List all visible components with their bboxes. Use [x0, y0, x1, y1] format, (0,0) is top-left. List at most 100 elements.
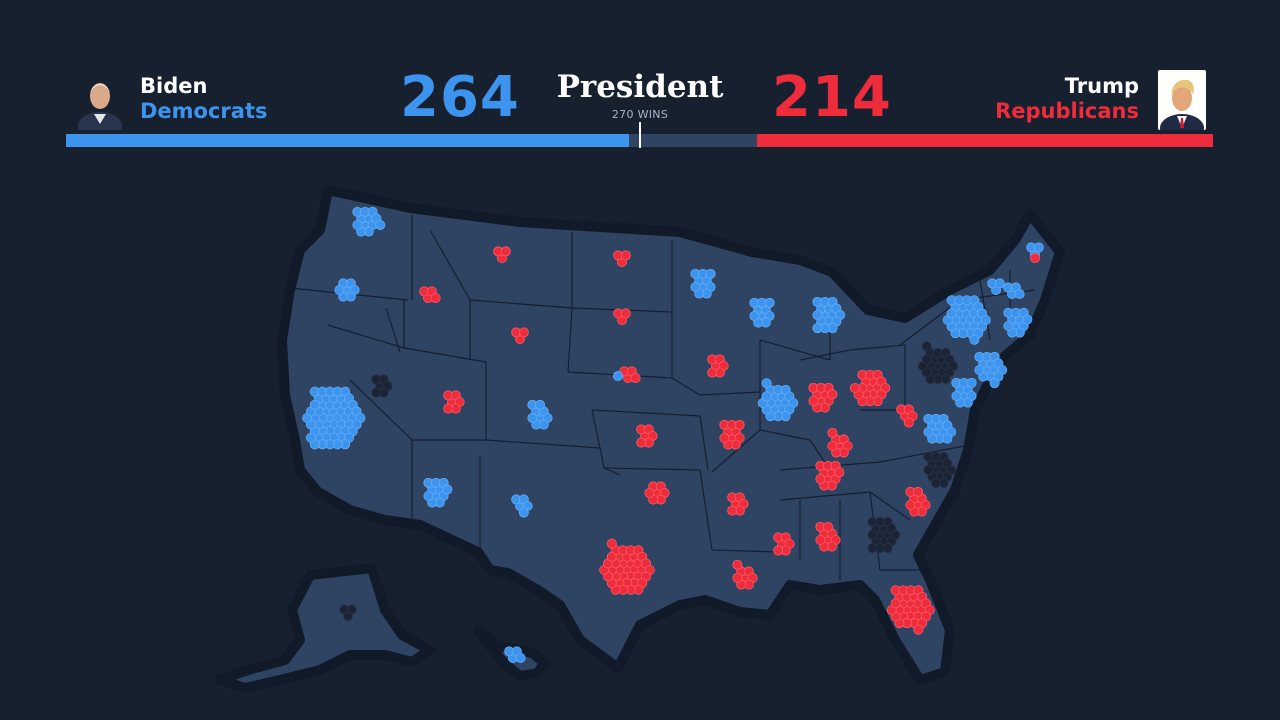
- state-cluster-al[interactable]: [815, 521, 841, 552]
- electoral-vote-dot: [808, 395, 819, 406]
- electoral-vote-dot: [827, 440, 838, 451]
- race-title: President: [556, 69, 724, 105]
- state-cluster-ne-2[interactable]: [613, 370, 624, 381]
- state-cluster-ut[interactable]: [443, 390, 465, 414]
- electoral-vote-dot: [969, 334, 980, 345]
- electoral-vote-dot: [375, 219, 386, 230]
- electoral-vote-dot: [749, 310, 760, 321]
- electoral-vote-dot: [705, 268, 716, 279]
- state-cluster-tn[interactable]: [815, 460, 845, 491]
- state-cluster-oh[interactable]: [849, 369, 891, 407]
- state-cluster-ak[interactable]: [339, 604, 357, 622]
- state-cluster-pa[interactable]: [917, 341, 959, 385]
- trump-avatar: [1158, 70, 1206, 130]
- state-cluster-hi[interactable]: [504, 646, 526, 664]
- state-cluster-or[interactable]: [334, 278, 360, 302]
- state-cluster-me-2[interactable]: [1030, 252, 1041, 263]
- electoral-vote-dot: [867, 543, 878, 554]
- state-cluster-il[interactable]: [757, 378, 799, 422]
- electoral-vote-dot: [931, 478, 942, 489]
- state-cluster-co[interactable]: [527, 399, 553, 430]
- biden-avatar: [76, 70, 124, 130]
- state-cluster-sd[interactable]: [613, 308, 631, 325]
- state-cluster-sc[interactable]: [905, 486, 931, 517]
- candidate-portrait-icon: [76, 70, 124, 130]
- electoral-vote-dot: [620, 250, 631, 261]
- state-cluster-nd[interactable]: [613, 250, 631, 267]
- state-cluster-ia[interactable]: [707, 354, 729, 378]
- rep-party-label: Republicans: [995, 99, 1139, 123]
- rep-candidate-name: Trump: [1064, 74, 1139, 98]
- state-cluster-ne[interactable]: [619, 366, 641, 383]
- state-cluster-mo[interactable]: [719, 419, 745, 450]
- state-cluster-fl[interactable]: [886, 585, 935, 635]
- electoral-vote-dot: [518, 327, 529, 338]
- electoral-vote-clusters: [302, 206, 1044, 664]
- electoral-vote-dot: [535, 399, 546, 410]
- electoral-vote-dot: [606, 551, 617, 562]
- state-cluster-ny[interactable]: [942, 295, 991, 345]
- state-cluster-in[interactable]: [808, 382, 838, 413]
- electoral-vote-dot: [913, 486, 924, 497]
- state-cluster-ma[interactable]: [1003, 307, 1033, 338]
- electoral-vote-dot: [923, 426, 934, 437]
- electoral-vote-dot: [867, 530, 878, 541]
- electoral-vote-dot: [305, 432, 316, 443]
- electoral-vote-dot: [974, 364, 985, 375]
- electoral-vote-dot: [812, 323, 823, 334]
- state-cluster-az[interactable]: [423, 477, 453, 508]
- state-cluster-ok[interactable]: [644, 481, 670, 505]
- electoral-vote-dot: [443, 403, 454, 414]
- state-cluster-tx[interactable]: [599, 538, 655, 595]
- alaska-shape: [215, 563, 435, 693]
- state-cluster-wy[interactable]: [511, 327, 529, 344]
- electoral-vote-dot: [827, 427, 838, 438]
- state-cluster-md[interactable]: [951, 377, 977, 408]
- state-cluster-ky[interactable]: [827, 427, 853, 458]
- electoral-vote-dot: [727, 505, 738, 516]
- contiguous-us-shape: [277, 185, 1065, 685]
- electoral-vote-dot: [707, 367, 718, 378]
- state-cluster-vt[interactable]: [987, 278, 1005, 295]
- state-cluster-ca[interactable]: [302, 386, 366, 450]
- state-cluster-ms[interactable]: [773, 532, 795, 556]
- electoral-vote-dot: [690, 281, 701, 292]
- state-cluster-nv[interactable]: [371, 374, 393, 398]
- state-cluster-wv[interactable]: [896, 404, 918, 428]
- dem-electoral-votes: 264: [400, 65, 520, 130]
- electoral-vote-dot: [442, 484, 453, 495]
- state-cluster-nh[interactable]: [1003, 282, 1025, 299]
- state-cluster-mn[interactable]: [690, 268, 716, 299]
- electoral-vote-dot: [309, 399, 320, 410]
- state-cluster-nm[interactable]: [511, 494, 533, 518]
- state-cluster-mi[interactable]: [812, 296, 846, 334]
- electoral-vote-dot: [636, 437, 647, 448]
- rep-electoral-votes: 214: [772, 65, 892, 130]
- state-cluster-nj[interactable]: [974, 351, 1008, 389]
- state-cluster-ga[interactable]: [867, 516, 901, 554]
- state-cluster-ks[interactable]: [636, 424, 658, 448]
- state-cluster-mt[interactable]: [493, 246, 511, 263]
- electoral-vote-dot: [630, 372, 641, 383]
- state-cluster-la[interactable]: [732, 559, 758, 590]
- state-cluster-nc[interactable]: [923, 451, 957, 489]
- electoral-vote-dot: [1014, 288, 1025, 299]
- rep-progress-bar: [756, 134, 1213, 147]
- electoral-vote-dot: [827, 389, 838, 400]
- electoral-vote-dot: [613, 370, 624, 381]
- electoral-vote-dot: [732, 559, 743, 570]
- electoral-vote-dot: [1033, 242, 1044, 253]
- electoral-vote-dot: [942, 433, 953, 444]
- electoral-vote-dot: [430, 292, 441, 303]
- state-cluster-id[interactable]: [419, 286, 441, 303]
- electoral-vote-dot: [966, 377, 977, 388]
- state-cluster-ar[interactable]: [727, 492, 749, 516]
- electoral-vote-dot: [352, 219, 363, 230]
- electoral-vote-dot: [921, 354, 932, 365]
- electoral-vote-dot: [890, 598, 901, 609]
- state-cluster-wa[interactable]: [352, 206, 386, 237]
- state-cluster-va[interactable]: [923, 413, 957, 444]
- state-cluster-wi[interactable]: [749, 297, 775, 328]
- electoral-vote-dot: [903, 417, 914, 428]
- electoral-vote-dot: [732, 573, 743, 584]
